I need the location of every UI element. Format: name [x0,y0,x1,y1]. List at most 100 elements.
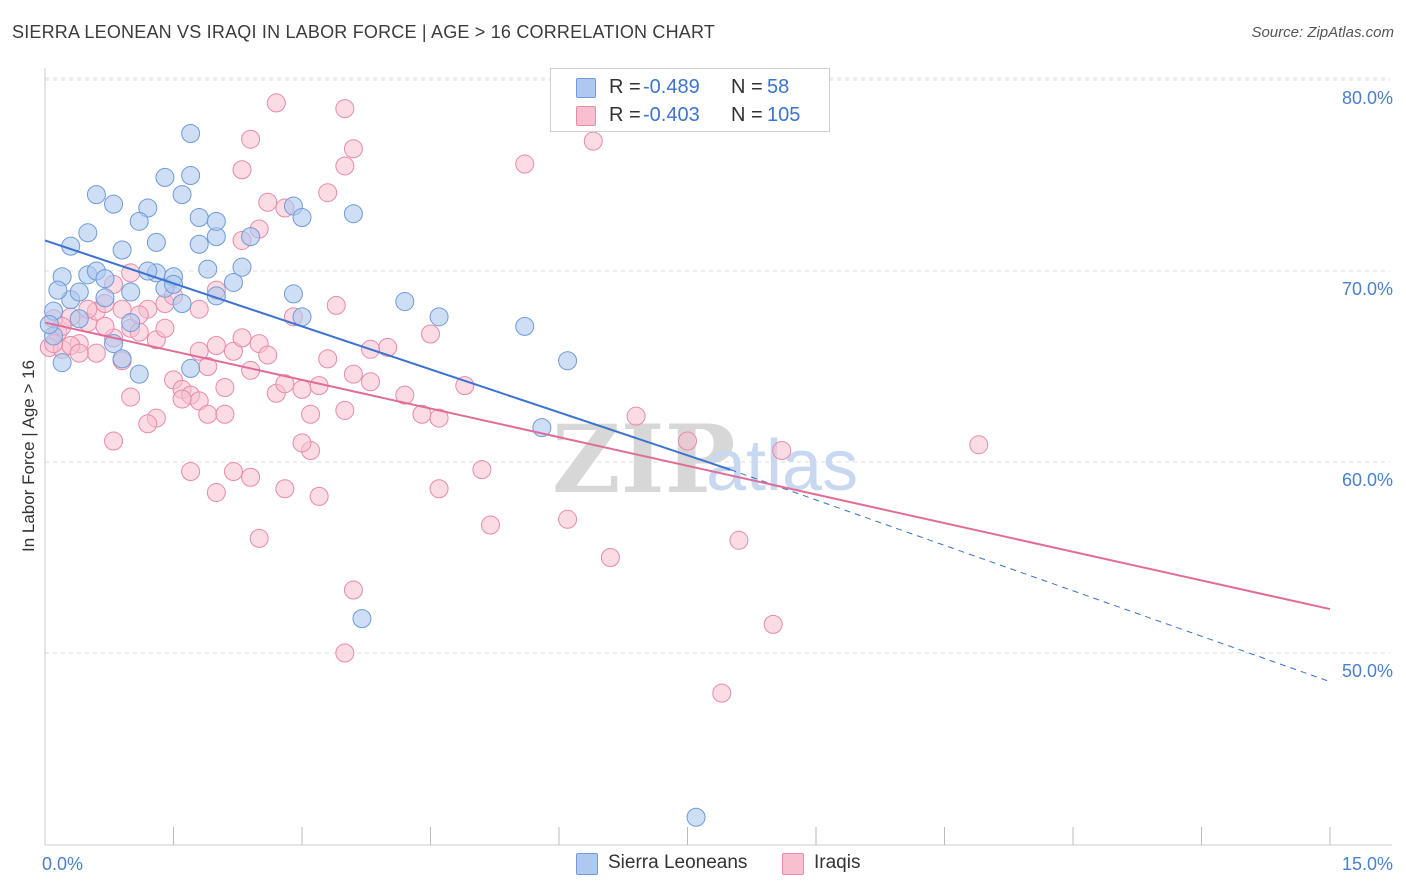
data-point-sierra-leoneans [181,166,201,185]
data-point-iraqis [395,385,415,405]
data-point-iraqis [206,335,226,355]
data-point-iraqis [421,324,440,344]
data-point-iraqis [455,376,475,396]
data-point-sierra-leoneans [95,288,115,308]
data-point-iraqis [138,414,158,434]
data-point-iraqis [343,364,363,384]
data-point-sierra-leoneans [223,272,243,292]
data-point-iraqis [583,131,603,151]
legend-n-label: N = [731,76,763,98]
data-point-sierra-leoneans [112,349,132,369]
data-point-sierra-leoneans [189,208,209,228]
data-point-iraqis [600,548,620,567]
legend-n-label: N = [731,104,763,126]
data-point-iraqis [301,404,321,424]
sierra-leoneans-points [39,123,706,827]
data-point-iraqis [275,479,295,499]
y-tick-label: 70.0% [1342,279,1393,299]
data-point-sierra-leoneans [112,240,132,260]
source-label: Source: ZipAtlas.com [1251,24,1394,41]
chart-title: SIERRA LEONEAN VS IRAQI IN LABOR FORCE |… [12,22,716,42]
correlation-legend: R = -0.489 N = 58 R = -0.403 N = 105 [550,68,830,132]
data-point-iraqis [480,515,500,535]
data-point-iraqis [678,431,697,451]
data-point-sierra-leoneans [241,227,261,247]
data-point-iraqis [232,328,252,348]
watermark-zip: ZIP [552,405,735,515]
y-axis-label: In Labor Force | Age > 16 [19,360,38,552]
data-point-iraqis [155,318,175,338]
data-point-iraqis [95,316,115,336]
data-point-iraqis [763,614,783,634]
trend-line-sierra-leoneans-extension [730,469,1331,683]
x-tick-label-min: 0.0% [42,854,83,874]
legend-r-label: R = [609,104,641,126]
data-point-iraqis [969,435,989,455]
data-point-sierra-leoneans [232,257,252,277]
axes [44,68,1392,846]
data-point-iraqis [69,343,89,363]
data-point-iraqis [772,441,792,461]
data-point-sierra-leoneans [121,313,141,333]
x-tick-label-max: 15.0% [1342,854,1393,874]
legend-swatch-blue [576,78,596,98]
data-point-iraqis [241,467,261,487]
data-point-iraqis [215,378,235,398]
data-point-iraqis [335,400,355,420]
data-point-sierra-leoneans [343,204,363,224]
legend-r-value: -0.403 [643,104,700,126]
data-point-iraqis [223,341,243,361]
data-point-iraqis [104,431,124,451]
data-point-iraqis [343,139,363,159]
data-point-sierra-leoneans [121,282,141,302]
data-point-iraqis [121,387,141,407]
legend-label-sierra-leoneans: Sierra Leoneans [608,852,748,873]
data-point-iraqis [361,372,381,392]
y-tick-label: 50.0% [1342,661,1393,681]
data-point-sierra-leoneans [198,259,218,279]
data-point-sierra-leoneans [181,358,201,378]
data-point-iraqis [172,389,192,409]
data-point-sierra-leoneans [155,167,175,187]
trend-line-iraqis [44,321,1331,611]
data-point-iraqis [275,374,295,394]
data-point-iraqis [241,129,261,149]
legend-label-iraqis: Iraqis [814,852,861,873]
data-point-sierra-leoneans [95,269,115,289]
data-point-iraqis [258,192,278,212]
data-point-sierra-leoneans [129,211,149,231]
data-point-iraqis [258,345,278,365]
data-point-iraqis [232,160,252,180]
data-point-sierra-leoneans [104,194,124,214]
data-point-sierra-leoneans [172,293,192,313]
data-point-iraqis [318,183,338,203]
data-point-iraqis [223,462,243,482]
data-point-iraqis [292,379,312,399]
data-point-sierra-leoneans [181,123,201,143]
legend-r-value: -0.489 [643,76,700,98]
data-point-sierra-leoneans [69,309,89,329]
data-point-sierra-leoneans [292,307,312,327]
data-point-iraqis [189,299,209,319]
data-point-sierra-leoneans [292,208,312,228]
legend-n-value: 105 [767,104,801,126]
legend-n-value: 58 [767,76,790,98]
legend-row-iraqis: R = -0.403 N = 105 [551,102,829,130]
data-point-sierra-leoneans [206,211,226,231]
data-point-iraqis [429,408,449,428]
data-point-iraqis [249,528,269,548]
data-point-iraqis [335,643,355,663]
legend-swatch-pink [576,106,596,126]
data-point-sierra-leoneans [146,232,166,252]
trend-lines [44,239,1331,683]
data-point-iraqis [558,509,578,529]
data-point-iraqis [292,433,312,453]
data-point-iraqis [712,683,732,703]
data-point-sierra-leoneans [429,307,449,327]
data-point-sierra-leoneans [283,284,303,304]
data-point-iraqis [626,406,646,426]
data-point-iraqis [343,580,363,600]
watermark-atlas: atlas [706,426,858,506]
data-point-iraqis [472,460,492,480]
legend-swatch-blue [576,853,598,875]
